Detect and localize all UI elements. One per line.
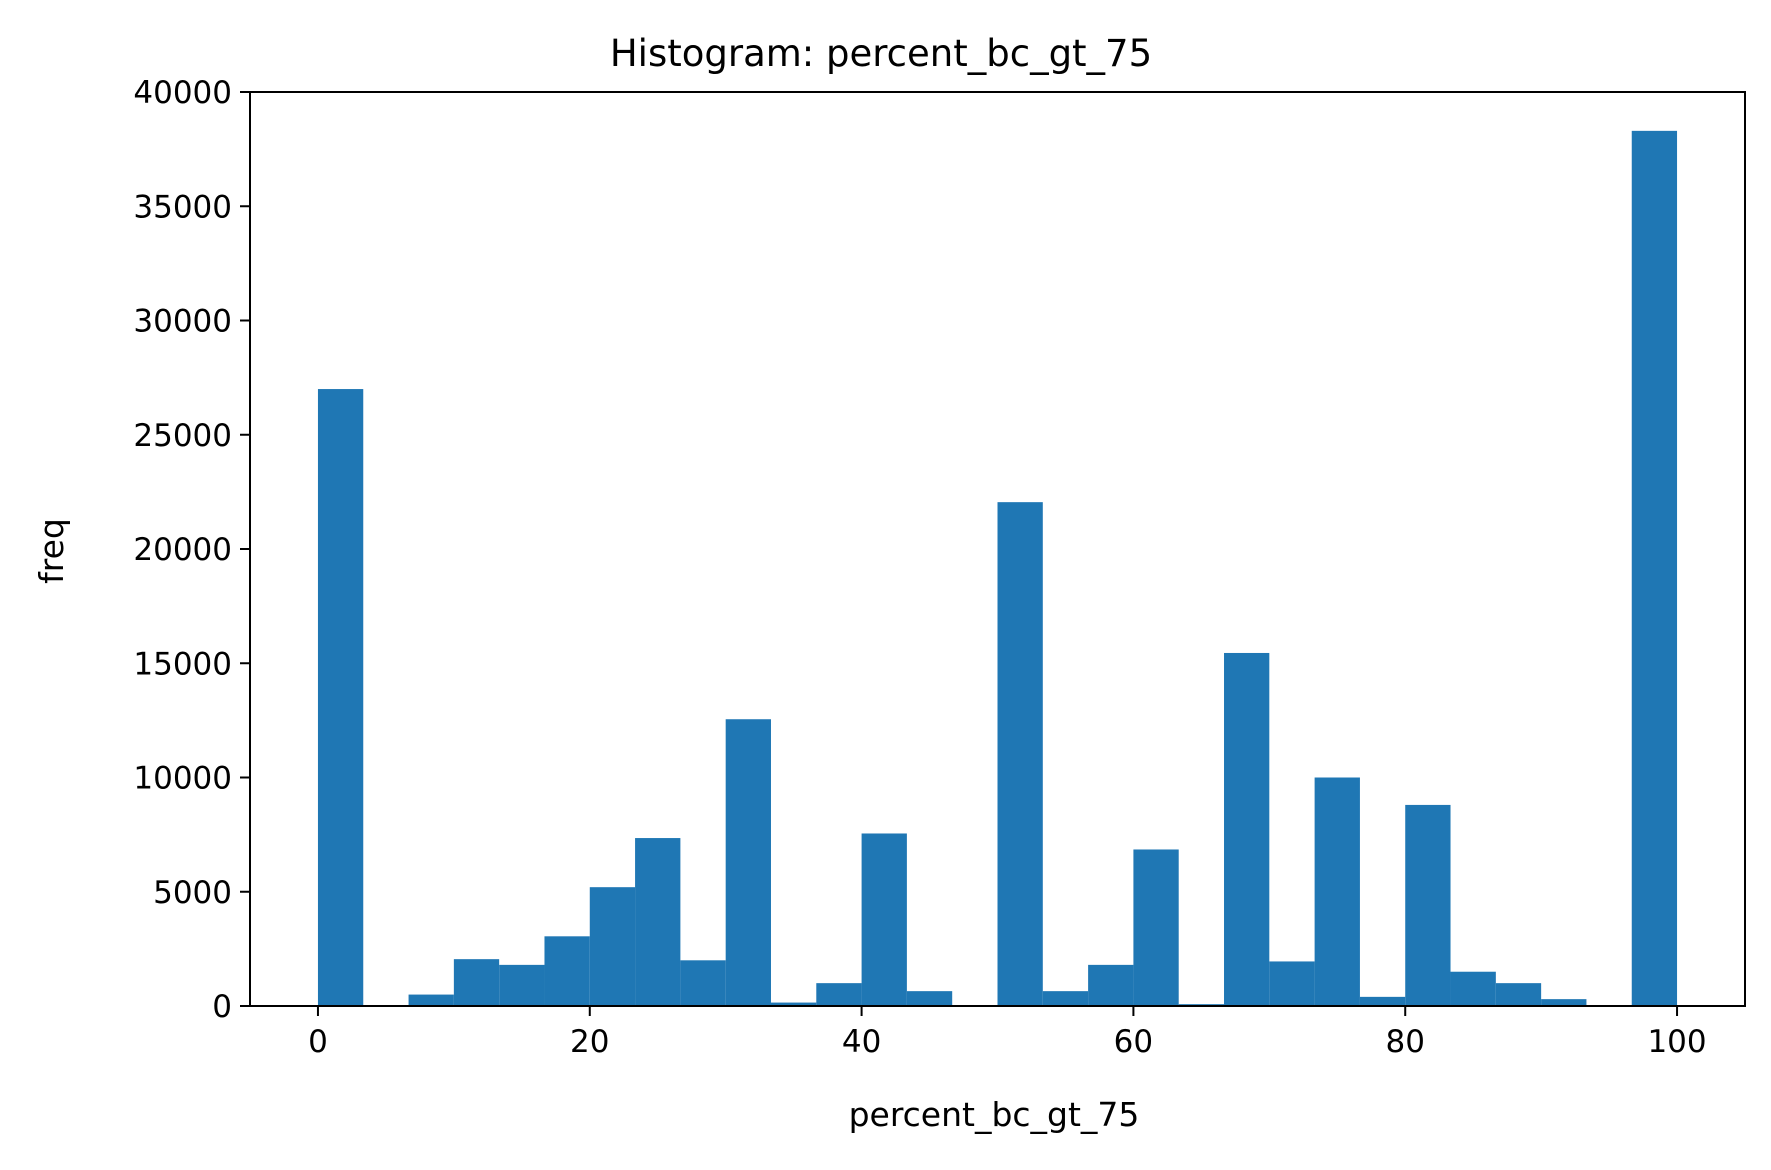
y-tick-label: 25000 [133, 418, 232, 454]
histogram-bar [544, 936, 590, 1006]
x-tick-label: 60 [1114, 1024, 1153, 1060]
histogram-bar [770, 1002, 817, 1006]
y-tick-label: 5000 [153, 875, 232, 911]
histogram-bar [408, 994, 454, 1006]
x-tick-label: 20 [570, 1024, 609, 1060]
x-tick-label: 80 [1386, 1024, 1425, 1060]
histogram-bar [453, 959, 500, 1006]
x-axis-label: percent_bc_gt_75 [849, 1095, 1140, 1134]
bars-group [317, 130, 1678, 1007]
histogram-bar [1314, 777, 1360, 1006]
histogram-bar [816, 983, 862, 1006]
histogram-bar [1495, 983, 1542, 1006]
histogram-bar [725, 719, 771, 1006]
x-tick-label: 40 [842, 1024, 881, 1060]
histogram-bar [1042, 991, 1089, 1006]
histogram-bar [1088, 964, 1134, 1006]
histogram-bar [499, 964, 545, 1006]
y-tick-label: 20000 [133, 532, 232, 568]
y-tick-label: 0 [212, 989, 232, 1025]
histogram-bar [680, 960, 726, 1006]
y-axis-label: freq [32, 518, 71, 584]
histogram-bar [997, 502, 1043, 1006]
y-tick-label: 10000 [133, 761, 232, 797]
histogram-bar [317, 389, 364, 1006]
chart-title: Histogram: percent_bc_gt_75 [610, 32, 1152, 75]
histogram-bar [1541, 999, 1587, 1006]
histogram-bar [1631, 130, 1678, 1007]
histogram-bar [1269, 961, 1315, 1006]
histogram-bar [861, 833, 907, 1006]
y-tick-label: 30000 [133, 304, 232, 340]
histogram-bar [1224, 652, 1270, 1006]
y-tick-label: 15000 [133, 646, 232, 682]
y-tick-label: 35000 [133, 189, 232, 225]
histogram-bar [1133, 849, 1179, 1006]
y-axis-ticks: 0 5000 10000 15000 20000 25000 30000 35000 40000 [133, 75, 250, 1025]
histogram-bar [1359, 996, 1406, 1006]
x-tick-label: 0 [308, 1024, 328, 1060]
histogram-bar [1450, 971, 1496, 1006]
histogram-bar [589, 887, 636, 1006]
histogram-bar [906, 991, 953, 1006]
histogram-bar [1405, 804, 1451, 1006]
y-tick-label: 40000 [133, 75, 232, 111]
histogram-bar [635, 838, 681, 1006]
x-axis-ticks: 0 20 40 60 80 100 [308, 1006, 1707, 1060]
x-tick-label: 100 [1647, 1024, 1706, 1060]
